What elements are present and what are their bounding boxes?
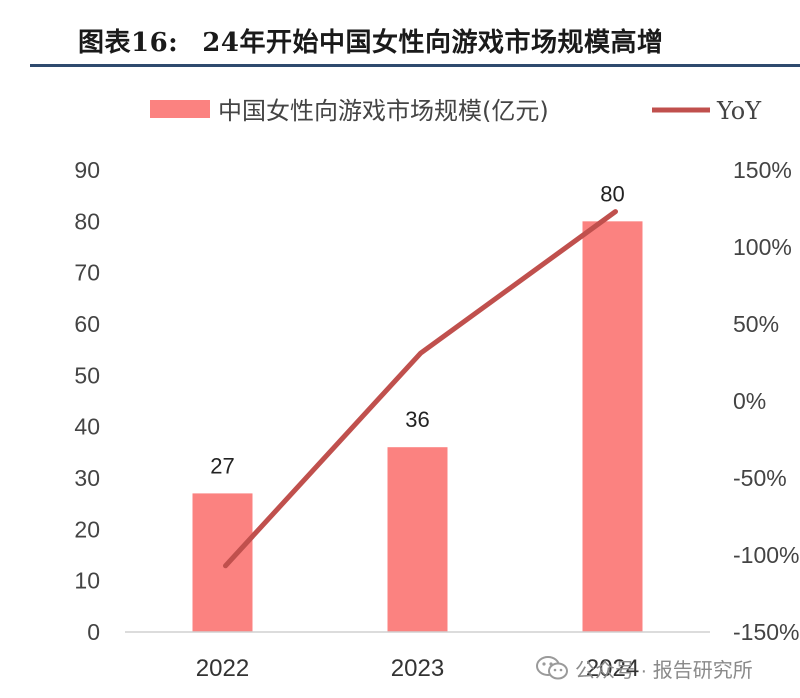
- figure-label: 图表16:: [78, 28, 179, 58]
- left-axis-tick-label: 70: [74, 260, 100, 286]
- left-axis-tick-label: 30: [74, 465, 100, 491]
- left-axis-tick-label: 0: [87, 619, 100, 645]
- watermark-text: 公众号 · 报告研究所: [575, 659, 753, 682]
- chart-header: 图表16: 24年开始中国女性向游戏市场规模高增: [0, 0, 800, 70]
- right-axis-tick-label: 150%: [733, 157, 792, 183]
- combo-chart: 0 10 20 30 40 50 60 70 80 90 -150% -100% -50% 0% 50% 10…: [74, 97, 799, 682]
- x-tick-label-2023: 2023: [391, 655, 444, 682]
- x-tick-label-2022: 2022: [196, 655, 249, 682]
- bar-2022: [192, 493, 253, 632]
- right-axis-tick-label: -100%: [733, 542, 799, 568]
- legend-swatch-bar: [150, 100, 210, 118]
- legend-label-bar: 中国女性向游戏市场规模(亿元): [218, 97, 549, 125]
- left-axis-tick-label: 90: [74, 157, 100, 183]
- wechat-icon: [536, 656, 568, 680]
- data-label-2024: 80: [600, 181, 624, 206]
- data-label-2022: 27: [210, 453, 234, 478]
- bar-2023: [387, 447, 448, 632]
- yoy-line: [223, 209, 618, 569]
- right-axis-tick-label: 0%: [733, 388, 766, 414]
- data-label-2023: 36: [405, 407, 429, 432]
- x-tick-label-2024: 2024: [586, 655, 639, 682]
- left-axis-tick-label: 80: [74, 208, 100, 234]
- left-axis-tick-label: 60: [74, 311, 100, 337]
- right-axis-tick-label: 100%: [733, 234, 792, 260]
- left-axis-tick-label: 40: [74, 414, 100, 440]
- title-underline: [30, 64, 800, 67]
- watermark: 公众号 · 报告研究所: [535, 648, 753, 688]
- right-axis-tick-label: -150%: [733, 619, 799, 645]
- left-axis-tick-label: 20: [74, 516, 100, 542]
- bar-2024: [582, 221, 643, 633]
- chart-title: 图表16: 24年开始中国女性向游戏市场规模高增: [78, 22, 663, 59]
- title-text: 24年开始中国女性向游戏市场规模高增: [202, 28, 664, 58]
- left-axis-tick-label: 10: [74, 568, 100, 594]
- right-axis-tick-label: 50%: [733, 311, 779, 337]
- left-axis-tick-label: 50: [74, 362, 100, 388]
- right-axis-tick-label: -50%: [733, 465, 787, 491]
- legend-label-line: YoY: [716, 97, 762, 125]
